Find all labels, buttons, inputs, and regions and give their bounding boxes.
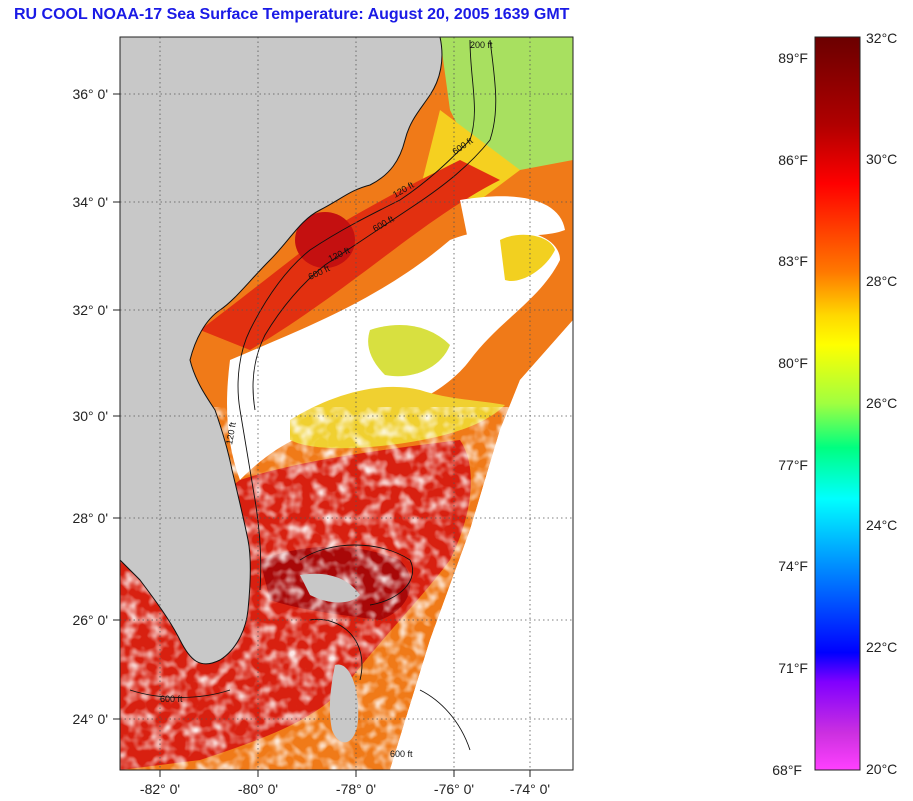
- colorbar-f-71: 71°F: [778, 660, 808, 676]
- lon-tick-80: -80° 0': [238, 781, 278, 797]
- lat-tick-26: 26° 0': [72, 612, 108, 628]
- lat-tick-32: 32° 0': [72, 302, 108, 318]
- lon-tick-78: -78° 0': [336, 781, 376, 797]
- colorbar-f-86: 86°F: [778, 152, 808, 168]
- contour-label: 200 ft: [470, 40, 493, 50]
- colorbar-c-20: 20°C: [866, 761, 897, 777]
- yellow-patch-1: [290, 386, 505, 449]
- lat-tick-30: 30° 0': [72, 408, 108, 424]
- lon-tick-76: -76° 0': [434, 781, 474, 797]
- yellow-patch-3: [500, 234, 555, 281]
- colorbar-c-24: 24°C: [866, 517, 897, 533]
- lon-tick-82: -82° 0': [140, 781, 180, 797]
- colorbar-c-26: 26°C: [866, 395, 897, 411]
- lat-tick-34: 34° 0': [72, 194, 108, 210]
- lat-tick-24: 24° 0': [72, 711, 108, 727]
- contour-label: 120 ft: [224, 421, 238, 445]
- bathymetry-contour-slope: [252, 39, 497, 411]
- land-andros: [300, 573, 360, 603]
- colorbar-c-30: 30°C: [866, 151, 897, 167]
- colorbar-f-68: 68°F: [772, 762, 802, 778]
- land-islands: [329, 664, 359, 743]
- colorbar: [814, 36, 861, 771]
- coastline: [120, 37, 443, 665]
- axis-ticks: [113, 93, 531, 777]
- contour-label: 600 ft: [390, 749, 413, 759]
- lon-tick-74: -74° 0': [510, 781, 550, 797]
- lat-tick-36: 36° 0': [72, 86, 108, 102]
- land-mainland: [120, 37, 442, 664]
- cloud-cover-east: [460, 196, 565, 250]
- colorbar-f-77: 77°F: [778, 457, 808, 473]
- colorbar-c-32: 32°C: [866, 30, 897, 46]
- map-border: [119, 36, 574, 771]
- yellow-patch-2: [368, 325, 450, 377]
- colorbar-c-22: 22°C: [866, 639, 897, 655]
- bathymetry-contour-shelf: [237, 39, 475, 591]
- colorbar-f-80: 80°F: [778, 355, 808, 371]
- colorbar-f-74: 74°F: [778, 558, 808, 574]
- bathymetry-contour-bahamas: [129, 544, 471, 751]
- lat-tick-28: 28° 0': [72, 510, 108, 526]
- colorbar-f-89: 89°F: [778, 50, 808, 66]
- contour-label: 600 ft: [160, 694, 183, 704]
- chart-title: RU COOL NOAA-17 Sea Surface Temperature:…: [14, 6, 570, 23]
- map-grid: [120, 37, 573, 770]
- map-plot-area: [120, 37, 573, 770]
- colorbar-c-28: 28°C: [866, 273, 897, 289]
- colorbar-f-83: 83°F: [778, 253, 808, 269]
